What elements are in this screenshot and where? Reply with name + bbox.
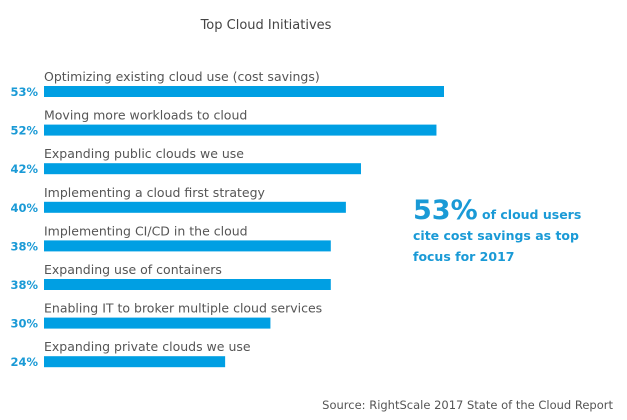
- value-label: 30%: [10, 317, 38, 331]
- category-label: Enabling IT to broker multiple cloud ser…: [44, 301, 322, 316]
- bar: [44, 356, 226, 368]
- callout-big-number: 53%: [413, 195, 478, 226]
- value-label: 38%: [10, 239, 38, 253]
- value-label: 38%: [10, 278, 38, 292]
- bar: [44, 124, 437, 136]
- source-note: Source: RightScale 2017 State of the Clo…: [322, 398, 613, 412]
- value-label: 42%: [10, 162, 38, 176]
- callout-line-3: focus for 2017: [413, 249, 515, 264]
- category-label: Implementing a cloud first strategy: [44, 185, 266, 200]
- callout-line-1: of cloud users: [477, 207, 582, 222]
- chart-title: Top Cloud Initiatives: [200, 18, 332, 33]
- category-label: Expanding use of containers: [44, 262, 222, 277]
- callout-line-2: cite cost savings as top: [413, 228, 579, 243]
- callout-annotation: 53% of cloud users cite cost savings as …: [413, 195, 613, 267]
- bar: [44, 317, 271, 329]
- bar: [44, 279, 331, 290]
- value-label: 52%: [10, 124, 38, 138]
- category-label: Implementing CI/CD in the cloud: [44, 223, 248, 238]
- bar: [44, 163, 361, 175]
- bar: [44, 240, 331, 252]
- category-label: Expanding public clouds we use: [44, 146, 244, 161]
- bar: [44, 201, 346, 213]
- category-label: Optimizing existing cloud use (cost savi…: [44, 69, 320, 84]
- value-label: 53%: [10, 85, 38, 99]
- category-label: Moving more workloads to cloud: [44, 108, 247, 123]
- category-label: Expanding private clouds we use: [44, 339, 251, 354]
- bar: [44, 86, 444, 97]
- value-label: 24%: [10, 355, 38, 369]
- value-label: 40%: [10, 201, 38, 215]
